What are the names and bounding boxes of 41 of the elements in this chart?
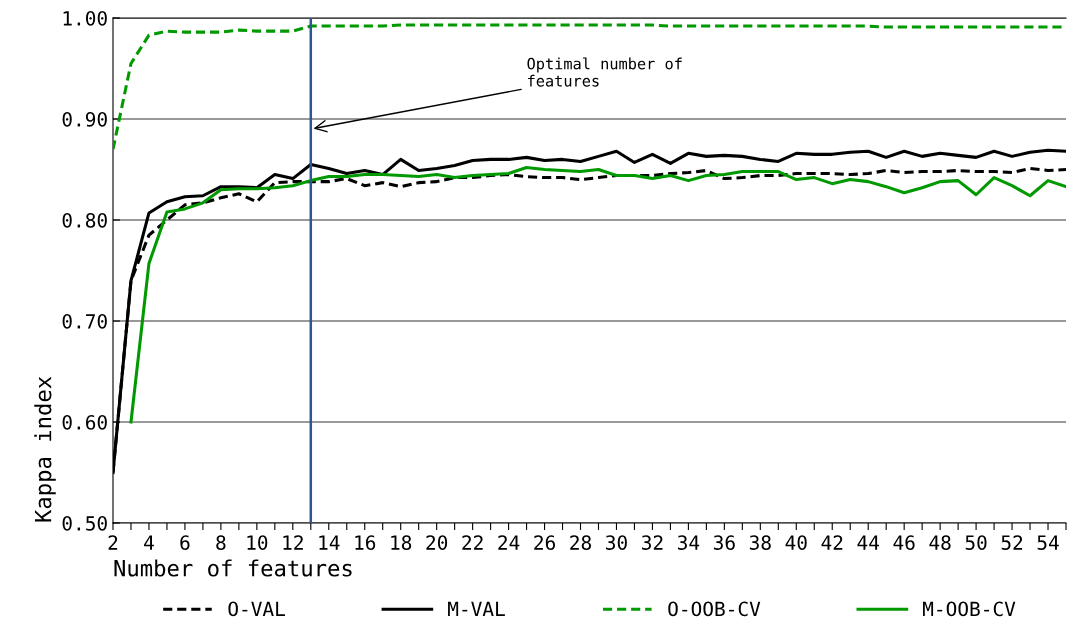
y-tick-label: 0.70	[62, 314, 107, 329]
x-tick-label: 4	[144, 535, 154, 550]
x-tick-label: 10	[247, 535, 268, 550]
y-tick-label: 0.80	[62, 213, 107, 228]
x-tick-label: 28	[570, 535, 591, 550]
y-tick-label: 0.50	[62, 516, 107, 531]
x-tick-label: 48	[929, 535, 951, 550]
x-tick-label: 40	[785, 535, 807, 550]
x-axis-title: Number of features	[114, 559, 352, 577]
legend-label: M-VAL	[448, 601, 505, 616]
x-tick-label: 52	[1001, 535, 1023, 550]
legend-label: M-OOB-CV	[923, 601, 1016, 617]
line-series	[129, 165, 1066, 424]
x-tick-label: 34	[677, 535, 700, 550]
x-tick-label: 30	[606, 535, 627, 550]
x-tick-label: 54	[1037, 535, 1059, 550]
legend-label: O-VAL	[228, 601, 285, 617]
x-tick-label: 42	[821, 535, 843, 550]
x-tick-label: 24	[498, 535, 520, 550]
x-tick-label: 14	[319, 535, 340, 550]
x-tick-label: 50	[965, 535, 987, 550]
x-tick-label: 12	[283, 535, 303, 550]
x-tick-label: 20	[426, 535, 448, 550]
x-tick-label: 46	[893, 535, 915, 550]
y-tick-label: 1.00	[63, 11, 107, 26]
x-tick-label: 18	[391, 535, 412, 550]
x-tick-label: 16	[355, 535, 376, 550]
x-tick-label: 26	[534, 535, 555, 550]
x-tick-label: 6	[180, 535, 190, 550]
x-tick-label: 36	[713, 535, 735, 550]
legend-label: O-OOB-CV	[668, 601, 761, 617]
x-tick-label: 44	[857, 535, 879, 550]
x-tick-label: 32	[642, 535, 663, 550]
y-tick-label: 0.90	[62, 112, 107, 127]
x-tick-label: 22	[462, 535, 483, 550]
x-tick-label: 2	[108, 535, 118, 550]
y-tick-label: 0.60	[62, 415, 107, 430]
annotation: Optimal number of features	[527, 57, 682, 87]
x-tick-label: 38	[749, 535, 771, 550]
y-axis-title: Kappa index	[34, 376, 56, 522]
x-tick-label: 8	[216, 535, 226, 550]
